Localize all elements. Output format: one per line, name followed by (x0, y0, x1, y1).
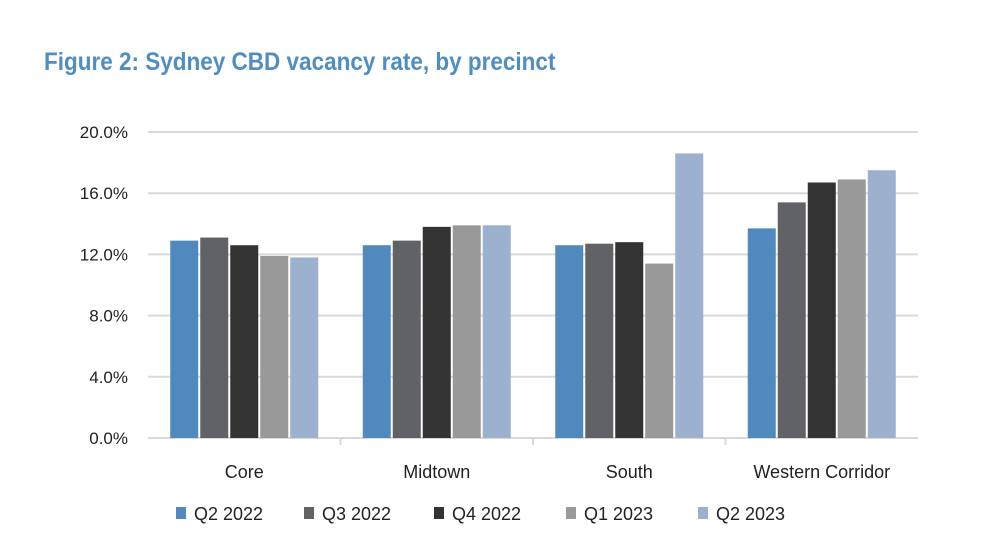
bar-q2-2023 (482, 225, 511, 438)
category-label: Midtown (403, 462, 470, 482)
y-tick-label: 12.0% (80, 245, 128, 264)
bar-q3-2022 (392, 240, 421, 438)
bar-q1-2023 (452, 225, 481, 438)
legend-label: Q2 2023 (716, 504, 785, 524)
bar-q1-2023 (260, 255, 289, 438)
category-label: Core (225, 462, 264, 482)
chart-title: Figure 2: Sydney CBD vacancy rate, by pr… (44, 48, 556, 76)
legend-label: Q2 2022 (194, 504, 263, 524)
legend-swatch (304, 507, 314, 519)
category-label: South (606, 462, 653, 482)
y-tick-label: 4.0% (89, 368, 128, 387)
y-tick-label: 16.0% (80, 184, 128, 203)
bar-q4-2022 (230, 245, 259, 438)
bar-q4-2022 (807, 182, 836, 438)
bar-q3-2022 (777, 202, 806, 438)
bar-q4-2022 (422, 226, 451, 438)
bar-q2-2022 (362, 245, 391, 438)
y-tick-label: 8.0% (89, 307, 128, 326)
bar-q2-2022 (170, 240, 199, 438)
bar-q3-2022 (585, 243, 614, 438)
y-tick-label: 0.0% (89, 429, 128, 448)
bar-q2-2023 (675, 153, 704, 439)
legend-swatch (434, 507, 444, 519)
bar-q2-2023 (290, 257, 319, 438)
legend-label: Q3 2022 (322, 504, 391, 524)
y-tick-label: 20.0% (80, 123, 128, 142)
legend-swatch (698, 507, 708, 519)
bar-q2-2022 (555, 245, 584, 438)
bar-q1-2023 (837, 179, 866, 438)
legend-swatch (176, 507, 186, 519)
category-label: Western Corridor (753, 462, 890, 482)
bar-q4-2022 (615, 242, 644, 438)
bar-q1-2023 (645, 263, 674, 438)
legend-label: Q1 2023 (584, 504, 653, 524)
bar-q3-2022 (200, 237, 229, 438)
legend-label: Q4 2022 (452, 504, 521, 524)
bar-q2-2023 (867, 170, 896, 438)
legend-swatch (566, 507, 576, 519)
bar-q2-2022 (747, 228, 776, 438)
